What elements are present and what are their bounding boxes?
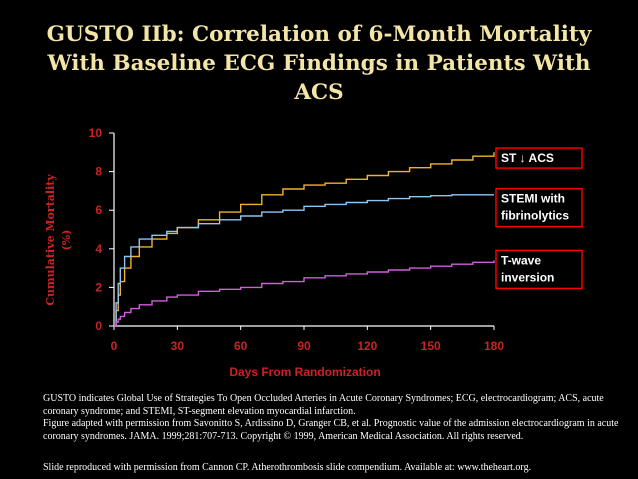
series-label-text: inversion: [501, 270, 554, 284]
x-tick-label: 60: [234, 339, 248, 353]
x-tick-label: 180: [484, 339, 504, 353]
y-tick-label: 6: [95, 203, 102, 217]
title-line-1: GUSTO IIb: Correlation of 6-Month Mortal…: [46, 22, 592, 47]
slide-title: GUSTO IIb: Correlation of 6-Month Mortal…: [0, 20, 638, 107]
series-line-2: [114, 194, 494, 327]
x-tick-label: 0: [111, 339, 118, 353]
series-label-box-1: [495, 147, 583, 169]
mortality-chart: Cumulative Mortality (%) Days From Rando…: [44, 126, 583, 379]
series-label-box-3: [495, 249, 583, 290]
x-axis-label: Days From Randomization: [229, 365, 380, 379]
series-label-text: fibrinolytics: [501, 209, 569, 223]
y-tick-label: 8: [95, 165, 102, 179]
series-label-text: ST ↓ ACS: [501, 151, 554, 165]
y-tick-label: 10: [89, 126, 103, 140]
y-axis-label-line-1: Cumulative Mortality: [44, 174, 57, 306]
series-line-3: [114, 260, 495, 327]
footnote-source: Figure adapted with permission from Savo…: [43, 418, 619, 442]
x-tick-label: 150: [421, 339, 441, 353]
y-axis-label-line-2: (%): [60, 230, 73, 251]
series-lines: [114, 152, 495, 327]
x-tick-label: 120: [357, 339, 377, 353]
series-line-1: [114, 152, 495, 327]
title-line-2: With Baseline ECG Findings in Patients W…: [47, 51, 591, 76]
series-labels: ST ↓ ACS STEMI with fibrinolytics T-wave inv…: [495, 147, 583, 290]
y-tick-label: 2: [95, 280, 102, 294]
x-tick-label: 90: [297, 339, 311, 353]
x-tick-label: 30: [171, 339, 185, 353]
series-label-text: STEMI with: [501, 192, 565, 206]
y-axis-label: Cumulative Mortality (%): [44, 174, 73, 306]
footnote-abbreviations: GUSTO indicates Global Use of Strategies…: [43, 393, 604, 417]
series-label-box-2: [495, 187, 583, 228]
y-tick-label: 4: [95, 242, 102, 256]
y-tick-label: 0: [95, 319, 102, 333]
axis-ticks: 0 2 4 6 8 10 0 30 60 90 120 150 180: [89, 126, 505, 353]
series-label-text: T-wave: [501, 253, 541, 267]
title-line-3: ACS: [294, 80, 344, 105]
footnote-credit: Slide reproduced with permission from Ca…: [43, 462, 532, 473]
